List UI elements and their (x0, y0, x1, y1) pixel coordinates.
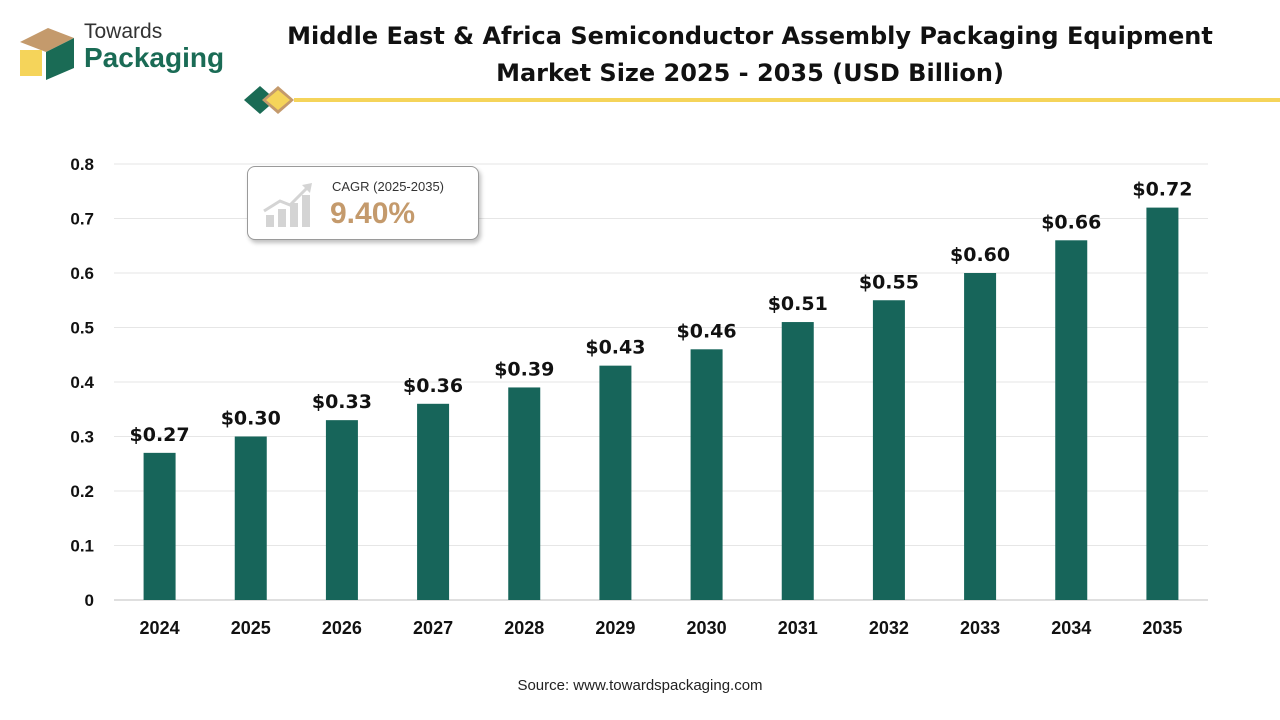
x-tick-label-2031: 2031 (778, 618, 818, 638)
data-labels: $0.27 $0.30 $0.33 $0.36 $0.39 $0.43 $0.46 $0.51… (130, 179, 1193, 446)
cagr-label: CAGR (2025-2035) (332, 179, 444, 194)
x-tick-label-2029: 2029 (595, 618, 635, 638)
logo-text-towards: Towards (84, 20, 163, 43)
x-tick-label-2024: 2024 (140, 618, 180, 638)
chart-title-line-2: Market Size 2025 - 2035 (USD Billion) (496, 59, 1004, 87)
x-tick-label-2030: 2030 (687, 618, 727, 638)
x-tick-label-2033: 2033 (960, 618, 1000, 638)
y-axis-ticks: 0 0.1 0.2 0.3 0.4 0.5 0.6 0.7 0.8 (70, 155, 94, 610)
x-tick-label-2035: 2035 (1142, 618, 1182, 638)
y-tick-label: 0.2 (70, 482, 94, 501)
data-label-2028: $0.39 (494, 358, 554, 380)
data-label-2024: $0.27 (130, 424, 190, 446)
data-label-2029: $0.43 (585, 337, 645, 359)
data-label-2034: $0.66 (1041, 211, 1101, 233)
data-label-2035: $0.72 (1132, 179, 1192, 201)
logo: Towards Packaging (18, 20, 238, 82)
bars (143, 207, 1179, 601)
data-label-2031: $0.51 (768, 293, 828, 315)
x-tick-label-2027: 2027 (413, 618, 453, 638)
y-tick-label: 0.7 (70, 210, 94, 229)
bar-2033 (964, 273, 997, 600)
source-note: Source: www.towardspackaging.com (517, 677, 763, 694)
chart-title-line-1: Middle East & Africa Semiconductor Assem… (287, 22, 1213, 50)
y-tick-label: 0.4 (70, 373, 94, 392)
bar-2026 (325, 420, 358, 600)
y-tick-label: 0.5 (70, 319, 94, 338)
bar-2032 (872, 300, 905, 600)
bar-2035 (1146, 207, 1179, 600)
grid-lines (114, 163, 1208, 601)
logo-text-packaging: Packaging (84, 42, 225, 73)
x-tick-label-2034: 2034 (1051, 618, 1091, 638)
y-tick-label: 0 (85, 591, 94, 610)
data-label-2032: $0.55 (859, 271, 919, 293)
data-label-2033: $0.60 (950, 244, 1010, 266)
data-label-2030: $0.46 (677, 320, 737, 342)
bar-2028 (508, 387, 541, 600)
data-label-2026: $0.33 (312, 391, 372, 413)
bar-2031 (781, 322, 814, 600)
growth-chart-icon (263, 183, 312, 227)
cagr-callout: CAGR (2025-2035) 9.40% (247, 166, 479, 240)
x-axis-ticks: 2024 2025 2026 2027 2028 2029 2030 2031 2032 2033… (140, 618, 1183, 638)
x-tick-label-2025: 2025 (231, 618, 271, 638)
bar-2024 (143, 452, 176, 600)
y-tick-label: 0.8 (70, 155, 94, 174)
bar-2034 (1055, 240, 1088, 601)
y-tick-label: 0.6 (70, 264, 94, 283)
cagr-value: 9.40% (330, 197, 416, 230)
data-label-2027: $0.36 (403, 375, 463, 397)
bar-2030 (690, 349, 723, 600)
divider-diamond-yellow (266, 90, 290, 110)
bar-2029 (599, 365, 632, 600)
header-divider (244, 86, 1280, 114)
divider-line (294, 98, 1280, 102)
x-tick-label-2032: 2032 (869, 618, 909, 638)
y-tick-label: 0.3 (70, 428, 94, 447)
x-tick-label-2028: 2028 (504, 618, 544, 638)
divider-diamond-green (244, 86, 276, 114)
data-label-2025: $0.30 (221, 408, 281, 430)
box-logo-icon (20, 28, 74, 80)
bar-2027 (417, 403, 450, 600)
x-tick-label-2026: 2026 (322, 618, 362, 638)
y-tick-label: 0.1 (70, 537, 94, 556)
chart-title: Middle East & Africa Semiconductor Assem… (280, 18, 1220, 92)
bar-2025 (234, 436, 267, 600)
